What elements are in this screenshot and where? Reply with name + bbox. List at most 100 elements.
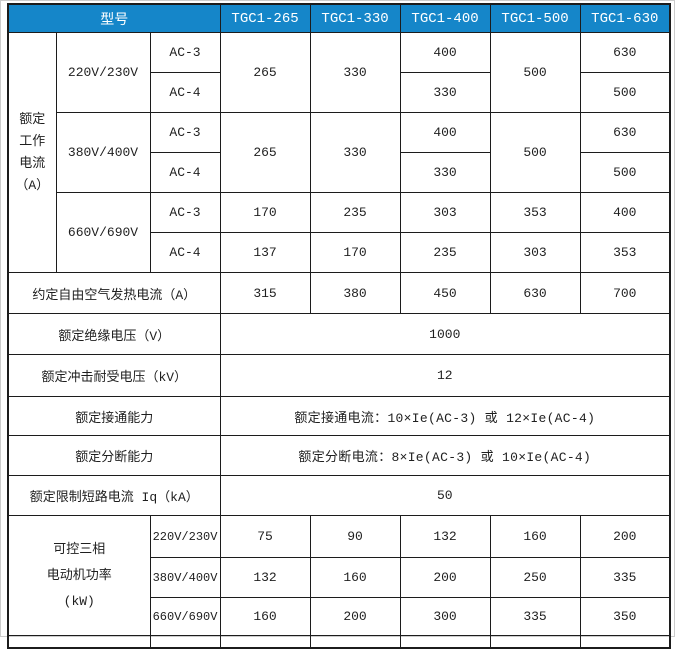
row-220v-ac3: 额定 工作 电流 （A） 220V/230V AC-3 265 330 400 … (7, 32, 671, 273)
row-power-220v: 可控三相 电动机功率 (kW) 220V/230V 75 90 132 160 … (7, 515, 671, 636)
value-cell: 330 (399, 72, 491, 113)
value-cell: 200 (579, 515, 671, 558)
thermal-current-label: 约定自由空气发热电流（A） (7, 272, 221, 314)
value-cell: 400 (579, 192, 671, 233)
value-cell: 500 (579, 72, 671, 113)
value-cell: 303 (489, 232, 581, 273)
value-cell: 500 (579, 152, 671, 193)
value-cell: 200 (309, 597, 401, 636)
ac3-label: AC-3 (149, 112, 221, 153)
value-cell: 250 (489, 557, 581, 598)
value-cell: 400 (399, 112, 491, 153)
cutoff-cell (219, 635, 311, 648)
row-breaking-capacity: 额定分断能力 额定分断电流：8×Ie(AC-3) 或 10×Ie(AC-4) (7, 435, 671, 476)
row-power-380v: 380V/400V 132 160 200 250 335 (8, 557, 671, 598)
value-cell: 265 (219, 32, 311, 113)
model-header-tgc1-265: TGC1-265 (219, 3, 311, 33)
value-cell: 132 (219, 557, 311, 598)
row-power-660v: 660V/690V 160 200 300 335 350 (8, 597, 671, 636)
model-header-tgc1-330: TGC1-330 (309, 3, 401, 33)
value-cell: 335 (489, 597, 581, 636)
insulation-voltage-label: 额定绝缘电压（V） (7, 313, 221, 355)
value-cell: 335 (579, 557, 671, 598)
value-cell: 330 (399, 152, 491, 193)
breaking-capacity-value: 额定分断电流：8×Ie(AC-3) 或 10×Ie(AC-4) (219, 435, 671, 476)
voltage-label-660v: 660V/690V (55, 192, 151, 273)
value-cell: 160 (219, 597, 311, 636)
short-circuit-current-value: 50 (219, 475, 671, 516)
value-cell: 160 (489, 515, 581, 558)
table-header: 型号 TGC1-265 TGC1-330 TGC1-400 TGC1-500 T… (7, 3, 671, 33)
model-header-tgc1-400: TGC1-400 (399, 3, 491, 33)
value-cell: 160 (309, 557, 401, 598)
value-cell: 630 (579, 32, 671, 73)
row-660v-ac3: 660V/690V AC-3 170 235 303 353 400 (8, 192, 671, 273)
value-cell: 235 (399, 232, 491, 273)
value-cell: 500 (489, 112, 581, 193)
cutoff-cell (149, 635, 221, 648)
row-short-circuit-current: 额定限制短路电流 Iq（kA） 50 (7, 475, 671, 516)
cutoff-cell (489, 635, 581, 648)
power-voltage-380v: 380V/400V (149, 557, 221, 598)
value-cell: 137 (219, 232, 311, 273)
cutoff-cell (7, 635, 151, 648)
ac3-label: AC-3 (149, 192, 221, 233)
ac4-label: AC-4 (149, 72, 221, 113)
table-body: 额定 工作 电流 （A） 220V/230V AC-3 265 330 400 … (7, 32, 671, 648)
power-voltage-220v: 220V/230V (149, 515, 221, 558)
row-380v-ac3: 380V/400V AC-3 265 330 400 500 630 (8, 112, 671, 193)
value-cell: 303 (399, 192, 491, 233)
value-cell: 170 (309, 232, 401, 273)
value-cell: 75 (219, 515, 311, 558)
impulse-voltage-value: 12 (219, 354, 671, 397)
value-cell: 630 (579, 112, 671, 153)
value-cell: 380 (309, 272, 401, 314)
row-impulse-voltage: 额定冲击耐受电压（kV） 12 (7, 354, 671, 397)
motor-power-label-line3: (kW) (63, 593, 95, 609)
model-header-tgc1-630: TGC1-630 (579, 3, 671, 33)
ac4-label: AC-4 (149, 232, 221, 273)
ac3-label: AC-3 (149, 32, 221, 73)
model-header-label: 型号 (7, 3, 221, 33)
value-cell: 700 (579, 272, 671, 314)
model-header-tgc1-500: TGC1-500 (489, 3, 581, 33)
row-thermal-current: 约定自由空气发热电流（A） 315 380 450 630 700 (7, 272, 671, 314)
value-cell: 630 (489, 272, 581, 314)
impulse-voltage-label: 额定冲击耐受电压（kV） (7, 354, 221, 397)
value-cell: 315 (219, 272, 311, 314)
row-insulation-voltage: 额定绝缘电压（V） 1000 (7, 313, 671, 355)
cutoff-row (7, 635, 671, 648)
value-cell: 450 (399, 272, 491, 314)
value-cell: 90 (309, 515, 401, 558)
rated-current-label-line4: （A） (15, 177, 50, 193)
value-cell: 235 (309, 192, 401, 233)
short-circuit-current-label: 额定限制短路电流 Iq（kA） (7, 475, 221, 516)
row-660v-ac4: AC-4 137 170 235 303 353 (8, 232, 671, 273)
making-capacity-label: 额定接通能力 (7, 396, 221, 436)
ac4-label: AC-4 (149, 152, 221, 193)
value-cell: 170 (219, 192, 311, 233)
value-cell: 500 (489, 32, 581, 113)
value-cell: 350 (579, 597, 671, 636)
value-cell: 200 (399, 557, 491, 598)
rated-current-label-line1: 额定 (19, 111, 46, 127)
spec-table: 型号 TGC1-265 TGC1-330 TGC1-400 TGC1-500 T… (7, 3, 672, 649)
rated-current-label-line3: 电流 (19, 155, 46, 171)
header-row: 型号 TGC1-265 TGC1-330 TGC1-400 TGC1-500 T… (7, 3, 671, 33)
value-cell: 132 (399, 515, 491, 558)
making-capacity-value: 额定接通电流：10×Ie(AC-3) 或 12×Ie(AC-4) (219, 396, 671, 436)
row-220v-ac4: AC-4 330 500 (8, 72, 671, 113)
rated-current-section-label: 额定 工作 电流 （A） (7, 32, 57, 273)
power-voltage-660v: 660V/690V (149, 597, 221, 636)
motor-power-label-line1: 可控三相 (53, 541, 106, 557)
cutoff-cell (309, 635, 401, 648)
motor-power-label-line2: 电动机功率 (46, 567, 112, 583)
insulation-voltage-value: 1000 (219, 313, 671, 355)
value-cell: 300 (399, 597, 491, 636)
row-making-capacity: 额定接通能力 额定接通电流：10×Ie(AC-3) 或 12×Ie(AC-4) (7, 396, 671, 436)
value-cell: 265 (219, 112, 311, 193)
value-cell: 330 (309, 112, 401, 193)
voltage-label-220v: 220V/230V (55, 32, 151, 113)
cutoff-cell (399, 635, 491, 648)
value-cell: 353 (579, 232, 671, 273)
